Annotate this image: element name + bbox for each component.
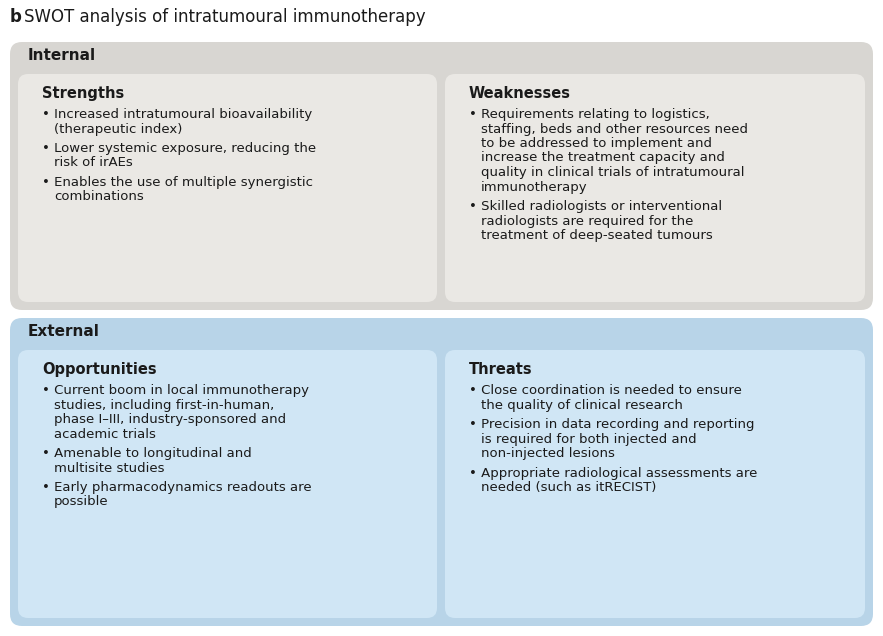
FancyBboxPatch shape	[10, 318, 873, 626]
Text: academic trials: academic trials	[54, 427, 156, 441]
Text: Opportunities: Opportunities	[42, 362, 156, 377]
FancyBboxPatch shape	[10, 42, 873, 310]
Text: needed (such as itRECIST): needed (such as itRECIST)	[481, 481, 656, 494]
Text: increase the treatment capacity and: increase the treatment capacity and	[481, 151, 725, 165]
Text: risk of irAEs: risk of irAEs	[54, 156, 132, 170]
Text: • Current boom in local immunotherapy: • Current boom in local immunotherapy	[42, 384, 309, 397]
Text: combinations: combinations	[54, 191, 144, 204]
Text: studies, including first-in-human,: studies, including first-in-human,	[54, 399, 275, 411]
Text: • Lower systemic exposure, reducing the: • Lower systemic exposure, reducing the	[42, 142, 316, 155]
Text: SWOT analysis of intratumoural immunotherapy: SWOT analysis of intratumoural immunothe…	[24, 8, 426, 26]
Text: treatment of deep-seated tumours: treatment of deep-seated tumours	[481, 229, 713, 242]
Text: staffing, beds and other resources need: staffing, beds and other resources need	[481, 123, 748, 135]
Text: the quality of clinical research: the quality of clinical research	[481, 399, 683, 411]
Text: Strengths: Strengths	[42, 86, 125, 101]
Text: quality in clinical trials of intratumoural: quality in clinical trials of intratumou…	[481, 166, 744, 179]
Text: phase I–III, industry-sponsored and: phase I–III, industry-sponsored and	[54, 413, 286, 426]
Text: Weaknesses: Weaknesses	[469, 86, 571, 101]
Text: • Close coordination is needed to ensure: • Close coordination is needed to ensure	[469, 384, 742, 397]
Text: Threats: Threats	[469, 362, 532, 377]
Text: Internal: Internal	[28, 48, 96, 63]
Text: • Increased intratumoural bioavailability: • Increased intratumoural bioavailabilit…	[42, 108, 313, 121]
Text: possible: possible	[54, 495, 109, 509]
Text: non-injected lesions: non-injected lesions	[481, 447, 615, 460]
Text: External: External	[28, 324, 100, 339]
Text: to be addressed to implement and: to be addressed to implement and	[481, 137, 712, 150]
FancyBboxPatch shape	[18, 74, 437, 302]
Text: • Amenable to longitudinal and: • Amenable to longitudinal and	[42, 447, 252, 460]
Text: • Enables the use of multiple synergistic: • Enables the use of multiple synergisti…	[42, 176, 313, 189]
FancyBboxPatch shape	[18, 350, 437, 618]
Text: multisite studies: multisite studies	[54, 462, 164, 474]
FancyBboxPatch shape	[445, 74, 865, 302]
Text: b: b	[10, 8, 22, 26]
Text: • Early pharmacodynamics readouts are: • Early pharmacodynamics readouts are	[42, 481, 312, 494]
Text: (therapeutic index): (therapeutic index)	[54, 123, 183, 135]
Text: immunotherapy: immunotherapy	[481, 181, 587, 193]
Text: is required for both injected and: is required for both injected and	[481, 432, 697, 445]
Text: • Precision in data recording and reporting: • Precision in data recording and report…	[469, 418, 754, 431]
Text: • Skilled radiologists or interventional: • Skilled radiologists or interventional	[469, 200, 722, 213]
Text: • Requirements relating to logistics,: • Requirements relating to logistics,	[469, 108, 710, 121]
Text: radiologists are required for the: radiologists are required for the	[481, 214, 693, 228]
Text: • Appropriate radiological assessments are: • Appropriate radiological assessments a…	[469, 466, 758, 480]
FancyBboxPatch shape	[445, 350, 865, 618]
